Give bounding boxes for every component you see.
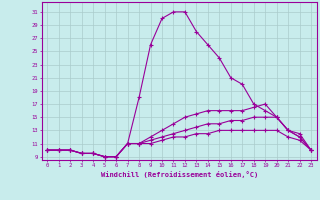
X-axis label: Windchill (Refroidissement éolien,°C): Windchill (Refroidissement éolien,°C)	[100, 171, 258, 178]
